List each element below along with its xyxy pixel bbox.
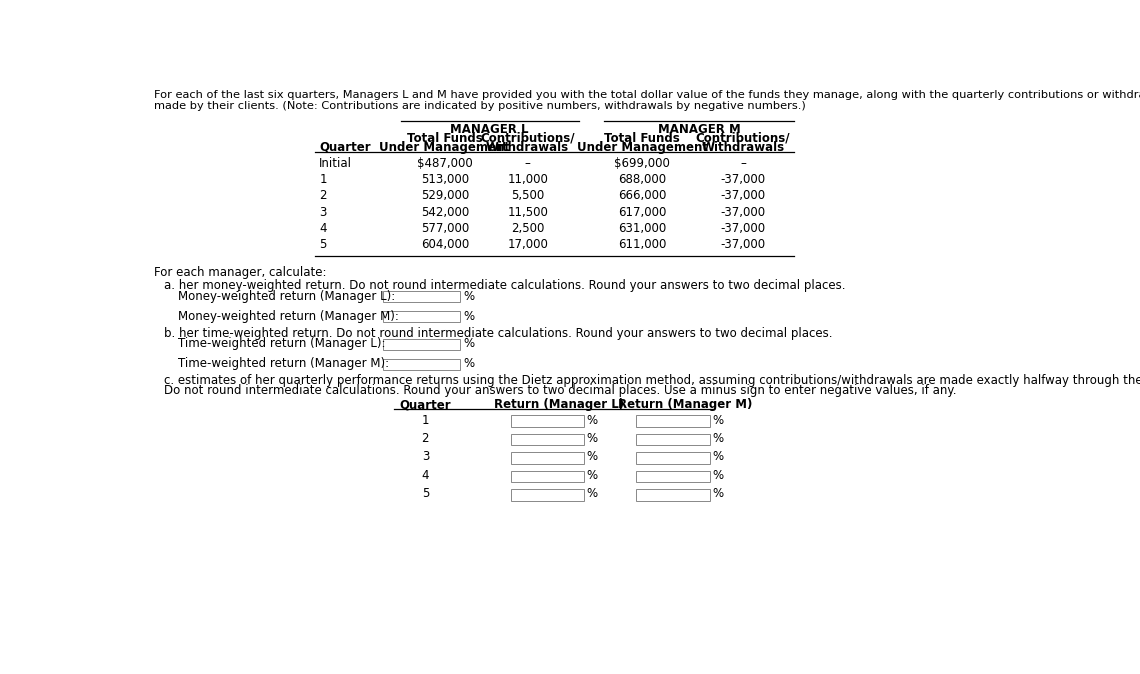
Text: b. her time-weighted return. Do not round intermediate calculations. Round your : b. her time-weighted return. Do not roun… (164, 326, 832, 340)
Text: 11,500: 11,500 (507, 206, 548, 218)
Text: c. estimates of her quarterly performance returns using the Dietz approximation : c. estimates of her quarterly performanc… (164, 374, 1140, 388)
Text: %: % (587, 487, 597, 500)
Text: $699,000: $699,000 (614, 157, 670, 170)
Text: %: % (712, 414, 723, 427)
FancyBboxPatch shape (636, 433, 710, 445)
Text: 2: 2 (422, 432, 429, 445)
Text: MANAGER L: MANAGER L (450, 123, 529, 136)
Text: Initial: Initial (319, 157, 352, 170)
Text: Under Management: Under Management (577, 141, 708, 154)
Text: 611,000: 611,000 (618, 238, 667, 251)
Text: For each of the last six quarters, Managers L and M have provided you with the t: For each of the last six quarters, Manag… (154, 90, 1140, 100)
Text: -37,000: -37,000 (720, 222, 766, 235)
Text: %: % (587, 469, 597, 482)
Text: For each manager, calculate:: For each manager, calculate: (154, 266, 327, 280)
Text: -37,000: -37,000 (720, 173, 766, 186)
Text: 3: 3 (319, 206, 326, 218)
Text: 631,000: 631,000 (618, 222, 667, 235)
FancyBboxPatch shape (511, 470, 584, 482)
Text: %: % (587, 432, 597, 445)
Text: Under Management: Under Management (380, 141, 511, 154)
FancyBboxPatch shape (511, 452, 584, 464)
Text: 529,000: 529,000 (421, 189, 469, 202)
Text: 4: 4 (422, 469, 429, 482)
Text: 17,000: 17,000 (507, 238, 548, 251)
Text: Time-weighted return (Manager L):: Time-weighted return (Manager L): (178, 337, 385, 350)
Text: 5,500: 5,500 (511, 189, 544, 202)
Text: Total Funds: Total Funds (407, 131, 482, 145)
Text: Do not round intermediate calculations. Round your answers to two decimal places: Do not round intermediate calculations. … (164, 384, 956, 397)
FancyBboxPatch shape (511, 415, 584, 427)
Text: 1: 1 (422, 414, 429, 427)
Text: %: % (712, 450, 723, 464)
Text: Contributions/: Contributions/ (695, 131, 790, 145)
Text: 2,500: 2,500 (511, 222, 545, 235)
Text: 666,000: 666,000 (618, 189, 667, 202)
Text: 688,000: 688,000 (618, 173, 667, 186)
Text: -37,000: -37,000 (720, 206, 766, 218)
Text: –: – (524, 157, 530, 170)
Text: %: % (712, 432, 723, 445)
Text: –: – (740, 157, 746, 170)
Text: Money-weighted return (Manager M):: Money-weighted return (Manager M): (178, 309, 399, 323)
FancyBboxPatch shape (383, 311, 461, 322)
FancyBboxPatch shape (383, 339, 461, 350)
Text: -37,000: -37,000 (720, 189, 766, 202)
FancyBboxPatch shape (383, 291, 461, 302)
Text: %: % (712, 469, 723, 482)
Text: a. her money-weighted return. Do not round intermediate calculations. Round your: a. her money-weighted return. Do not rou… (164, 279, 846, 292)
FancyBboxPatch shape (636, 452, 710, 464)
Text: $487,000: $487,000 (417, 157, 473, 170)
Text: %: % (463, 357, 474, 370)
Text: 604,000: 604,000 (421, 238, 469, 251)
Text: made by their clients. (Note: Contributions are indicated by positive numbers, w: made by their clients. (Note: Contributi… (154, 101, 806, 111)
Text: %: % (712, 487, 723, 500)
FancyBboxPatch shape (511, 489, 584, 501)
Text: 1: 1 (319, 173, 327, 186)
Text: 577,000: 577,000 (421, 222, 469, 235)
Text: 5: 5 (319, 238, 326, 251)
Text: 11,000: 11,000 (507, 173, 548, 186)
FancyBboxPatch shape (636, 415, 710, 427)
Text: %: % (463, 309, 474, 323)
Text: 513,000: 513,000 (421, 173, 469, 186)
Text: %: % (587, 414, 597, 427)
Text: %: % (463, 290, 474, 303)
Text: -37,000: -37,000 (720, 238, 766, 251)
Text: Contributions/: Contributions/ (480, 131, 575, 145)
Text: Return (Manager L): Return (Manager L) (495, 398, 625, 411)
Text: 617,000: 617,000 (618, 206, 667, 218)
Text: Return (Manager M): Return (Manager M) (618, 398, 752, 411)
Text: 5: 5 (422, 487, 429, 500)
Text: Quarter: Quarter (319, 141, 370, 154)
Text: %: % (463, 337, 474, 350)
Text: 4: 4 (319, 222, 327, 235)
Text: Withdrawals: Withdrawals (701, 141, 784, 154)
FancyBboxPatch shape (511, 433, 584, 445)
Text: Total Funds: Total Funds (604, 131, 681, 145)
Text: %: % (587, 450, 597, 464)
Text: 2: 2 (319, 189, 327, 202)
Text: Withdrawals: Withdrawals (486, 141, 569, 154)
Text: MANAGER M: MANAGER M (658, 123, 740, 136)
FancyBboxPatch shape (636, 489, 710, 501)
FancyBboxPatch shape (636, 470, 710, 482)
Text: 3: 3 (422, 450, 429, 464)
Text: Quarter: Quarter (399, 398, 451, 411)
Text: Money-weighted return (Manager L):: Money-weighted return (Manager L): (178, 290, 396, 303)
Text: Time-weighted return (Manager M):: Time-weighted return (Manager M): (178, 357, 389, 370)
FancyBboxPatch shape (383, 359, 461, 369)
Text: 542,000: 542,000 (421, 206, 469, 218)
